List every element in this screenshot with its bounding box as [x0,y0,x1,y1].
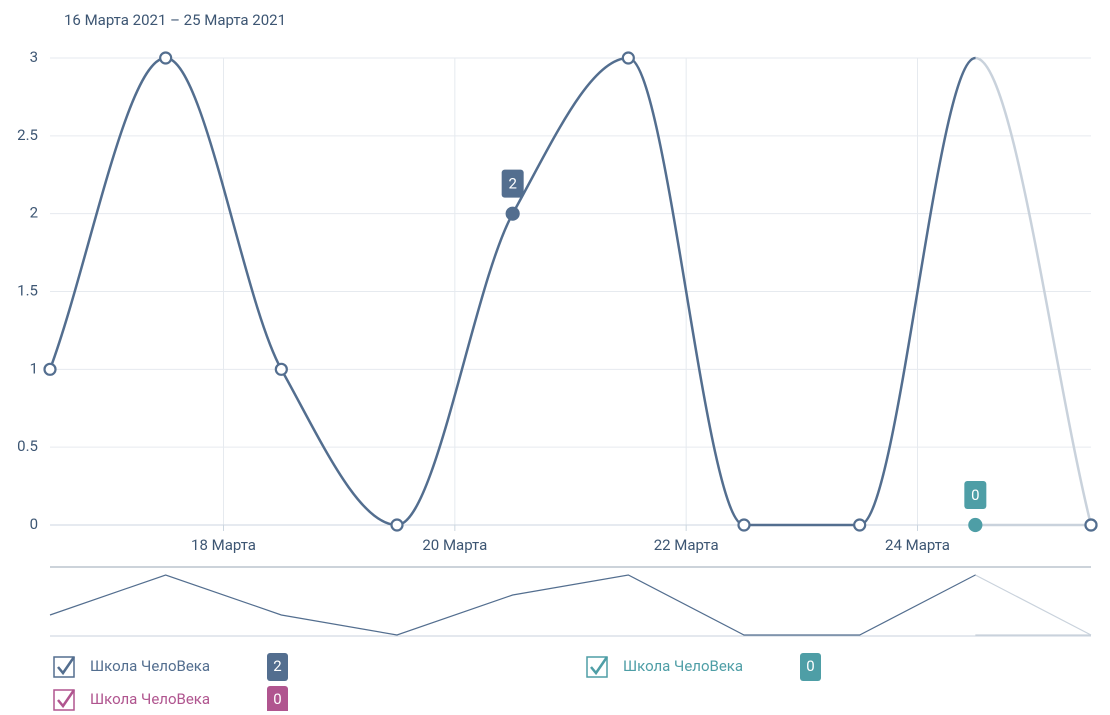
legend-badge-value: 2 [273,657,281,675]
navigator-line [49,574,1092,636]
tooltip-value: 0 [971,486,979,504]
legend-label: Школа ЧелоВека [90,657,210,675]
point [1084,518,1098,532]
legend-badge-value: 0 [273,690,281,708]
legend-badge [267,686,288,714]
legend-badge [267,653,288,681]
x-tick-label: 20 Марта [422,536,487,554]
subtitle: 16 Марта 2021 – 25 Марта 2021 [64,11,286,29]
series-line [48,56,1093,527]
legend-check [590,656,609,676]
legend-check [57,689,76,709]
y-tick-label: 2 [30,204,38,222]
point [274,362,288,376]
y-tick-label: 0.5 [17,437,38,455]
point [505,206,520,221]
tooltip-box [501,169,524,198]
point [853,518,867,532]
y-tick-label: 1.5 [17,281,38,299]
y-tick-label: 2.5 [17,126,38,144]
legend-label: Школа ЧелоВека [90,690,210,708]
legend-checkbox[interactable] [53,656,75,678]
point [737,518,751,532]
tooltip-value: 2 [508,175,516,193]
y-tick-label: 3 [30,48,38,66]
point [968,517,983,533]
point [43,362,57,376]
legend-checkbox[interactable] [586,656,608,678]
x-tick-label: 24 Марта [885,536,950,554]
point [390,518,404,532]
legend-label: Школа ЧелоВека [623,657,743,675]
legend-checkbox[interactable] [53,689,75,711]
point [159,51,173,65]
y-tick-label: 0 [30,515,38,533]
legend-check [57,656,76,676]
y-tick-label: 1 [30,359,38,377]
x-tick-label: 18 Марта [191,536,256,554]
tooltip-box [964,481,987,509]
point [621,51,635,65]
x-tick-label: 22 Марта [654,536,719,554]
legend-badge [800,653,821,681]
legend-badge-value: 0 [806,657,814,675]
